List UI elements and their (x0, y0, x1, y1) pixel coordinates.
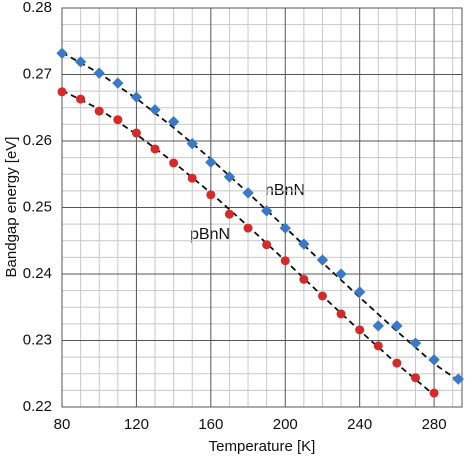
y-tick-label: 0.27 (23, 65, 52, 82)
x-tick-label: 120 (124, 416, 149, 433)
plot-frame (61, 7, 463, 408)
point (150, 144, 160, 154)
point (205, 156, 217, 168)
x-axis-label: Temperature [K] (209, 438, 316, 455)
point (354, 286, 366, 298)
point (391, 320, 403, 332)
point (243, 223, 253, 233)
point (94, 106, 104, 116)
x-tick-label: 80 (54, 416, 71, 433)
point (169, 158, 179, 168)
point (298, 238, 310, 250)
point (224, 209, 234, 219)
y-tick-label: 0.28 (23, 0, 52, 16)
point (74, 56, 87, 68)
series-label: pBnN (190, 226, 230, 243)
point (113, 115, 123, 125)
x-tick-label: 280 (422, 416, 447, 433)
point (452, 373, 464, 385)
point (410, 373, 420, 383)
fit-line (61, 51, 459, 382)
y-tick-label: 0.25 (23, 198, 52, 215)
point (76, 94, 86, 104)
point (428, 354, 440, 366)
point (223, 171, 236, 183)
point (355, 325, 365, 335)
point (93, 67, 105, 79)
point (280, 256, 290, 266)
y-tick-label: 0.24 (23, 265, 52, 282)
point (373, 341, 383, 351)
x-tick-label: 240 (347, 416, 372, 433)
point (260, 205, 273, 217)
point (279, 222, 291, 234)
grid (61, 7, 462, 408)
point (429, 388, 439, 398)
point (262, 240, 272, 250)
point (56, 47, 68, 59)
point (187, 173, 197, 183)
point (131, 128, 141, 138)
point (316, 254, 329, 266)
point (409, 337, 422, 349)
x-tick-label: 160 (198, 416, 223, 433)
point (186, 138, 198, 150)
point (392, 358, 402, 368)
point (206, 190, 216, 200)
point (335, 268, 347, 280)
point (299, 274, 309, 284)
point (112, 77, 124, 89)
point (242, 187, 254, 199)
y-tick-label: 0.23 (23, 331, 52, 348)
y-tick-label: 0.26 (23, 132, 52, 149)
point (372, 320, 384, 332)
y-tick-label: 0.22 (23, 398, 52, 415)
point (57, 87, 67, 97)
y-axis-label: Bandgap energy [eV] (3, 137, 20, 278)
point (317, 291, 327, 301)
x-tick-label: 200 (273, 416, 298, 433)
point (149, 104, 161, 116)
point (336, 309, 346, 319)
